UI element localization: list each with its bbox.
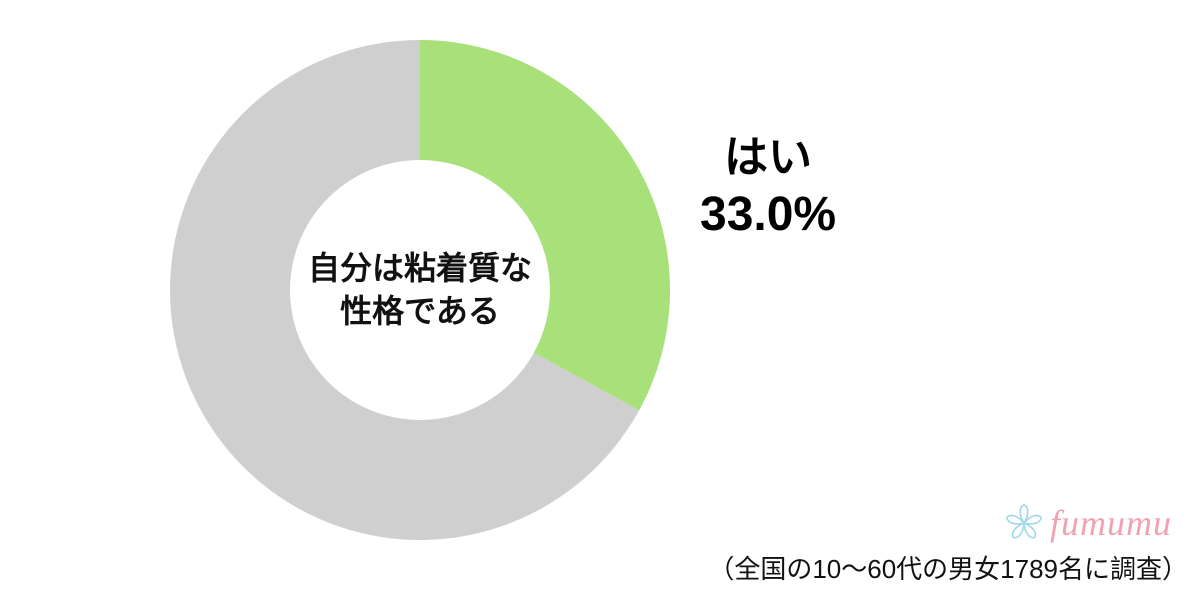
chart-center-label: 自分は粘着質な 性格である (308, 247, 532, 333)
flower-icon (1004, 503, 1044, 543)
survey-footnote: （全国の10〜60代の男女1789名に調査） (708, 549, 1188, 586)
center-label-line1: 自分は粘着質な (308, 247, 532, 290)
slice-answer-text: はい (700, 130, 836, 185)
donut-slice (420, 40, 670, 410)
slice-value-label: はい 33.0% (700, 130, 836, 245)
center-label-line2: 性格である (308, 290, 532, 333)
donut-chart: 自分は粘着質な 性格である (170, 40, 670, 540)
slice-percent-text: 33.0% (700, 185, 836, 245)
brand-logo-text: fumumu (1050, 502, 1172, 544)
brand-logo: fumumu (1004, 502, 1172, 544)
